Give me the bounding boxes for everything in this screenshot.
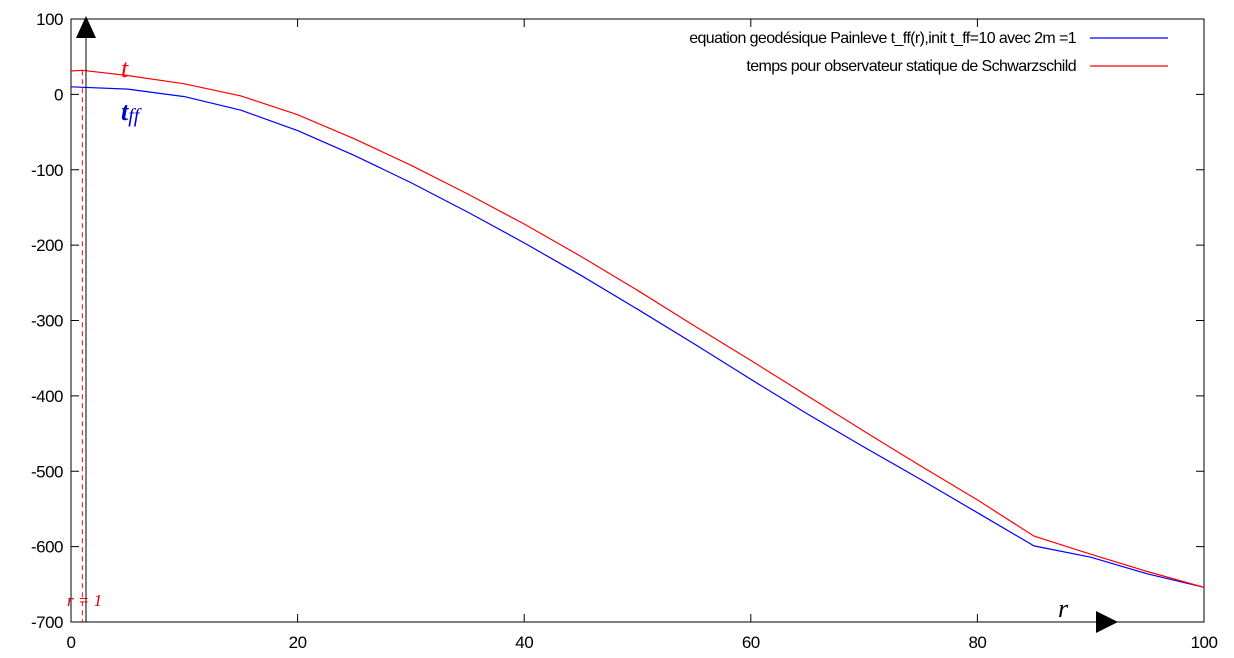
tff-curve-label: tff xyxy=(121,97,142,127)
y-tick-label: -200 xyxy=(31,236,63,255)
series-line-schwarzschild xyxy=(70,69,1205,588)
y-tick-label: -300 xyxy=(31,312,63,331)
y-tick-label: -100 xyxy=(31,161,63,180)
tff-subscript: ff xyxy=(128,105,142,127)
x-axis-ticks: 0 20 40 60 80 100 xyxy=(67,19,1218,652)
y-tick-label: -400 xyxy=(31,387,63,406)
x-tick-label: 80 xyxy=(968,633,986,652)
up-arrow-icon xyxy=(76,16,96,38)
x-tick-label: 0 xyxy=(67,633,76,652)
x-tick-label: 40 xyxy=(515,633,533,652)
x-tick-label: 60 xyxy=(742,633,760,652)
y-tick-label: -600 xyxy=(31,538,63,557)
legend-label: equation geodésique Painleve t_ff(r),ini… xyxy=(689,30,1077,47)
t-curve-label: t xyxy=(121,54,129,83)
series-line-painleve xyxy=(70,86,1205,588)
y-tick-label: -500 xyxy=(31,462,63,481)
right-arrow-icon xyxy=(1096,611,1118,633)
r-equals-1-label: r = 1 xyxy=(67,591,102,610)
legend-label: temps pour observateur statique de Schwa… xyxy=(746,58,1076,75)
y-axis-arrow xyxy=(76,16,96,622)
y-tick-label: -700 xyxy=(31,613,63,632)
tff-base: t xyxy=(121,97,129,126)
y-tick-label: 100 xyxy=(36,10,63,29)
plot-frame xyxy=(70,18,1205,623)
x-tick-label: 100 xyxy=(1191,633,1218,652)
x-axis-arrow xyxy=(1058,611,1118,633)
legend: equation geodésique Painleve t_ff(r),ini… xyxy=(689,30,1168,75)
y-tick-label: 0 xyxy=(54,85,63,104)
r-axis-label: r xyxy=(1058,594,1069,623)
y-axis-ticks: 100 0 -100 -200 -300 -400 -500 -600 -700 xyxy=(31,10,1204,632)
x-tick-label: 20 xyxy=(289,633,307,652)
